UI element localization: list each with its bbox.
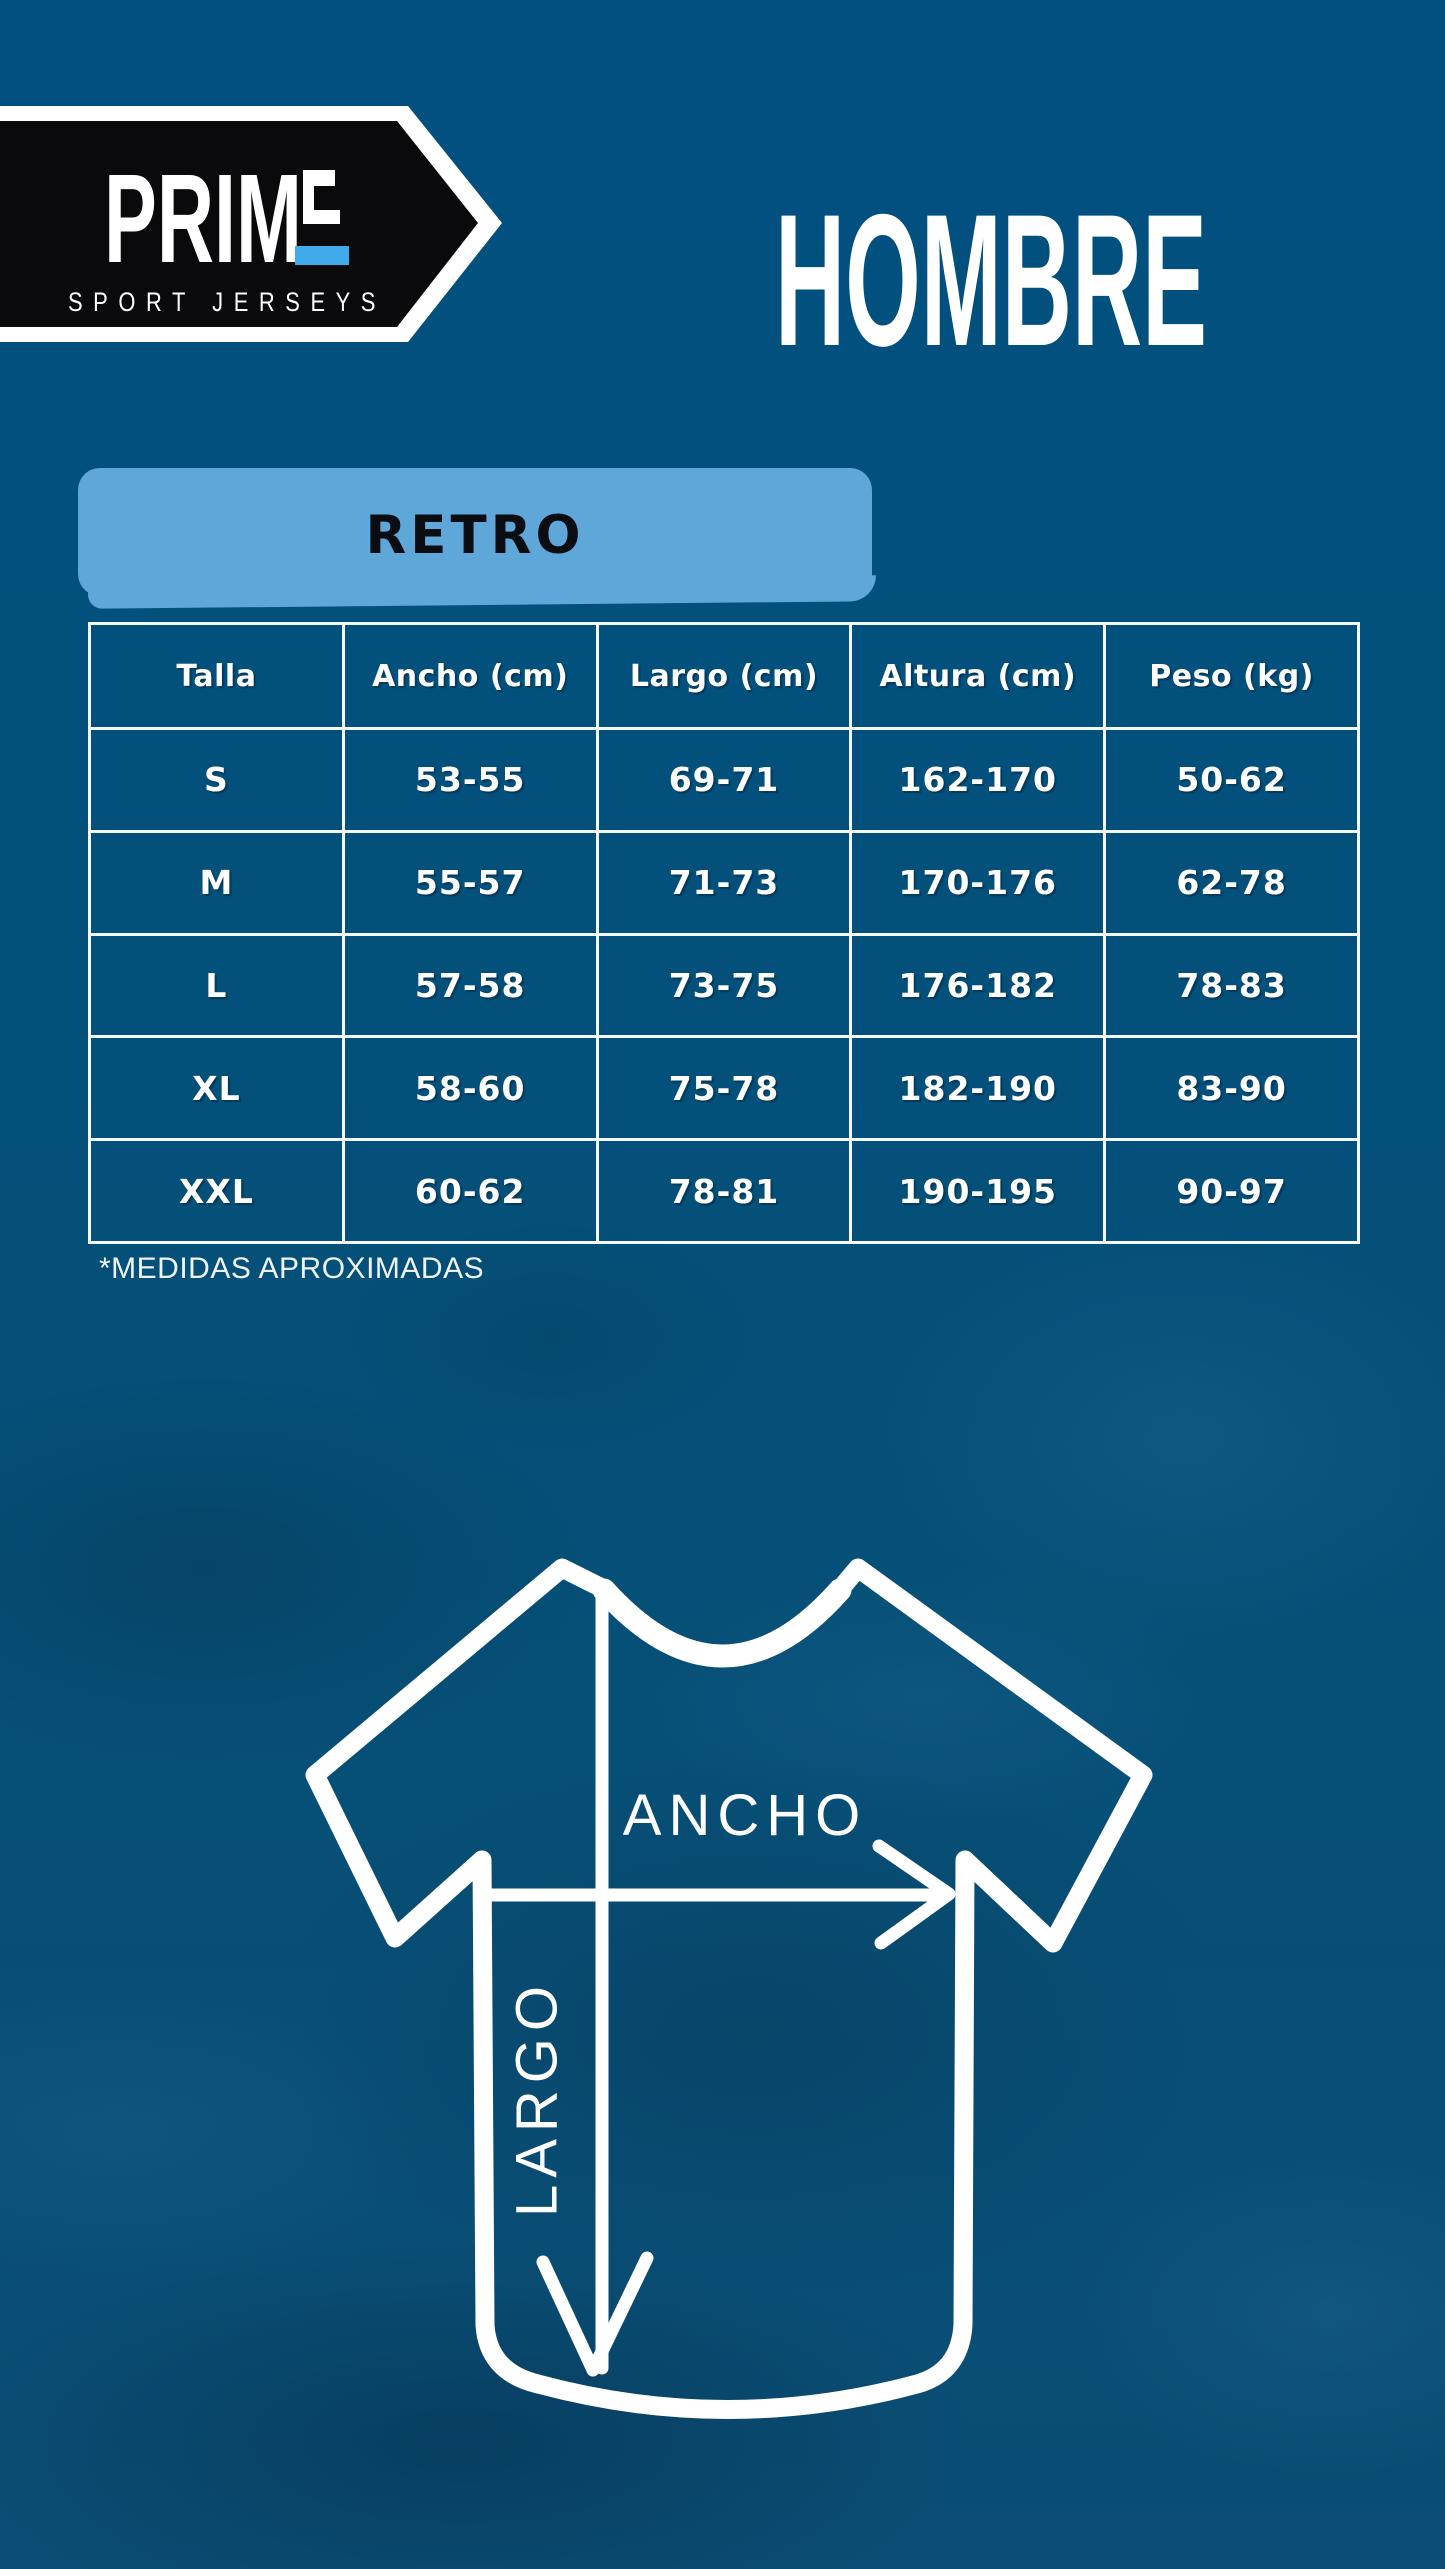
table-cell: 55-57: [341, 829, 599, 936]
column-header: Talla: [88, 622, 345, 730]
table-cell: 58-60: [341, 1035, 599, 1142]
shirt-collar: [592, 1578, 852, 1668]
table-cell: 73-75: [595, 932, 853, 1039]
table-row: S 53-55 69-71 162-170 50-62: [88, 727, 1360, 833]
table-cell: 75-78: [595, 1035, 853, 1142]
category-label: RETRO: [365, 504, 585, 566]
table-row: XXL 60-62 78-81 190-195 90-97: [88, 1138, 1360, 1244]
length-arrowhead: [536, 2251, 654, 2377]
table-cell: 57-58: [341, 932, 599, 1039]
table-cell: 50-62: [1103, 727, 1360, 833]
shirt-outline: [305, 1558, 1153, 2419]
table-cell: 78-81: [595, 1138, 853, 1244]
brand-letter-e: [295, 170, 349, 265]
page-title: HOMBRE: [775, 175, 1207, 365]
table-cell: M: [88, 829, 345, 936]
table-cell: XL: [88, 1035, 345, 1142]
table-cell: 182-190: [849, 1035, 1107, 1142]
table-cell: S: [88, 727, 345, 833]
length-label: LARGO: [505, 1979, 570, 2217]
column-header: Peso (kg): [1103, 622, 1360, 730]
table-cell: 83-90: [1103, 1035, 1360, 1142]
table-cell: 78-83: [1103, 932, 1360, 1039]
shirt-diagram: ANCHO LARGO: [305, 1558, 1153, 2419]
table-cell: 71-73: [595, 829, 853, 936]
column-header: Ancho (cm): [341, 622, 599, 730]
page-title-wrap: HOMBRE: [775, 175, 1207, 365]
brand-tagline: SPORT JERSEYS: [68, 287, 386, 317]
table-row: L 57-58 73-75 176-182 78-83: [88, 932, 1360, 1039]
table-cell: 176-182: [849, 932, 1107, 1039]
table-row: XL 58-60 75-78 182-190 83-90: [88, 1035, 1360, 1142]
table-cell: 90-97: [1103, 1138, 1360, 1244]
brand-accent-bar: [295, 246, 349, 265]
width-arrowhead: [872, 1839, 956, 1950]
brand-banner: PRIM SPORT JERSEYS: [0, 106, 502, 342]
table-cell: L: [88, 932, 345, 1039]
brand-wordmark: PRIM: [104, 148, 302, 289]
table-cell: 190-195: [849, 1138, 1107, 1244]
table-cell: 62-78: [1103, 829, 1360, 936]
table-cell: 162-170: [849, 727, 1107, 833]
table-cell: 53-55: [341, 727, 599, 833]
banner-arrow: [0, 121, 478, 327]
width-label: ANCHO: [623, 1783, 867, 1848]
category-badge: RETRO: [78, 468, 872, 596]
size-table-head: Talla Ancho (cm) Largo (cm) Altura (cm) Peso…: [88, 622, 1360, 730]
table-row: M 55-57 71-73 170-176 62-78: [88, 829, 1360, 936]
table-cell: 170-176: [849, 829, 1107, 936]
column-header: Altura (cm): [849, 622, 1107, 730]
column-header: Largo (cm): [595, 622, 853, 730]
table-cell: 60-62: [341, 1138, 599, 1244]
size-table-body: S 53-55 69-71 162-170 50-62 M 55-57 71-73 170-17…: [88, 727, 1360, 1244]
table-cell: XXL: [88, 1138, 345, 1244]
approx-note: *MEDIDAS APROXIMADAS: [99, 1252, 485, 1285]
table-cell: 69-71: [595, 727, 853, 833]
size-table: Talla Ancho (cm) Largo (cm) Altura (cm) Peso…: [88, 622, 1360, 1244]
header-row: Talla Ancho (cm) Largo (cm) Altura (cm) Peso…: [88, 622, 1360, 730]
